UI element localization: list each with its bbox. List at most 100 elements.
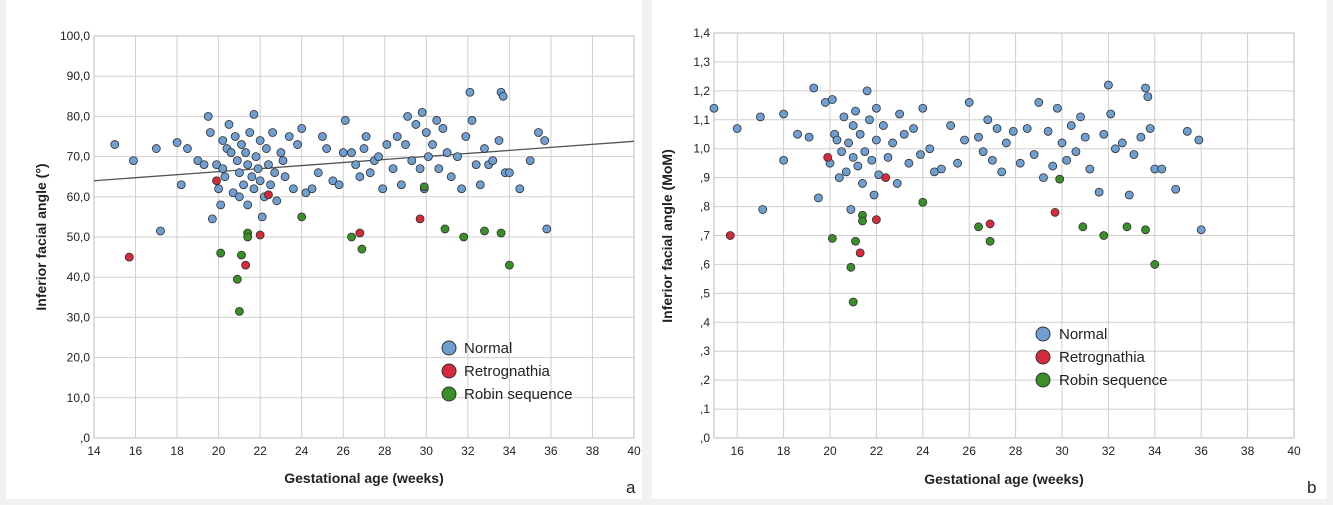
point-normal (257, 212, 267, 222)
point-normal (869, 190, 879, 200)
point-retrognathia (1050, 207, 1060, 217)
x-tick-label: 28 (1009, 444, 1023, 458)
point-normal (245, 128, 255, 137)
point-normal (261, 144, 271, 153)
point-normal (284, 132, 294, 141)
point-normal (361, 132, 371, 141)
point-normal (151, 144, 161, 153)
point-robin-sequence (1141, 225, 1150, 235)
point-robin-sequence (419, 182, 429, 192)
point-normal (421, 128, 431, 137)
point-normal (844, 138, 853, 148)
y-tick-label: 40,0 (67, 270, 91, 284)
point-normal (732, 124, 742, 133)
point-normal (1048, 161, 1058, 171)
y-tick-label: ,4 (700, 315, 710, 329)
panel-label-a: a (626, 478, 636, 497)
point-normal (871, 135, 881, 145)
point-normal (855, 129, 865, 139)
point-retrognathia (415, 214, 425, 224)
point-normal (226, 148, 236, 157)
point-normal (983, 115, 993, 125)
point-normal (964, 98, 974, 107)
point-normal (534, 128, 543, 137)
y-tick-label: 50,0 (67, 230, 91, 244)
point-robin-sequence (1122, 222, 1132, 232)
point-retrognathia (985, 219, 995, 229)
legend-a: Normal Retrognathia Robin sequence (441, 340, 572, 403)
point-normal (110, 140, 120, 149)
point-normal (351, 160, 361, 170)
point-normal (899, 129, 909, 139)
y-tick-label: 90,0 (67, 69, 91, 83)
point-normal (214, 184, 224, 194)
point-normal (1029, 150, 1039, 159)
chart-panel-b: 16 18 20 22 24 26 28 30 32 34 36 38 40 ,0 ,1 ,2 ,3 ,4 ,5 ,6… (652, 0, 1327, 499)
regression-group-a (93, 140, 635, 182)
point-normal (892, 179, 902, 188)
point-normal (871, 103, 881, 113)
point-normal (1136, 132, 1146, 142)
point-normal (243, 200, 253, 210)
point-robin-sequence (974, 222, 983, 232)
point-normal (249, 109, 259, 119)
point-robin-sequence (459, 232, 469, 242)
point-normal (401, 140, 410, 149)
point-normal (542, 224, 552, 234)
ticks-a: 14 16 18 20 22 24 26 28 30 32 34 36 38 40,010,020,030… (60, 29, 641, 458)
x-tick-label: 18 (170, 444, 184, 458)
point-normal (471, 160, 481, 170)
y-tick-label: ,3 (700, 344, 710, 358)
point-normal (272, 196, 282, 206)
legend-marker-robin-b (1035, 372, 1051, 388)
point-robin-sequence (1150, 260, 1160, 269)
point-robin-sequence (504, 260, 514, 270)
point-retrognathia (725, 231, 735, 240)
point-robin-sequence (1055, 174, 1065, 184)
point-normal (1099, 129, 1109, 139)
point-normal (997, 167, 1007, 177)
x-tick-label: 40 (627, 444, 641, 458)
point-normal (453, 152, 462, 162)
y-tick-label: ,8 (700, 200, 710, 214)
points-b (709, 80, 1206, 307)
legend-marker-normal-b (1035, 326, 1051, 342)
point-normal (848, 152, 858, 162)
point-normal (278, 156, 288, 166)
point-robin-sequence (827, 233, 837, 243)
point-normal (1057, 138, 1067, 148)
point-robin-sequence (216, 248, 226, 258)
point-normal (916, 150, 925, 159)
point-retrognathia (881, 173, 891, 183)
point-normal (978, 147, 988, 157)
point-normal (239, 180, 248, 190)
x-tick-label: 24 (916, 444, 930, 458)
y-tick-label: 20,0 (67, 351, 91, 365)
x-tick-label: 34 (1148, 444, 1162, 458)
point-robin-sequence (480, 226, 489, 236)
y-tick-label: ,1 (700, 402, 710, 416)
point-normal (428, 140, 437, 149)
point-retrognathia (124, 252, 134, 262)
point-normal (234, 168, 244, 178)
grid-a (93, 35, 635, 439)
point-normal (193, 156, 203, 166)
point-normal (417, 107, 427, 117)
x-tick-label: 22 (253, 444, 267, 458)
point-normal (255, 176, 265, 186)
point-normal (895, 109, 905, 119)
point-normal (1141, 83, 1150, 93)
y-tick-label: 1,2 (693, 84, 710, 98)
point-retrognathia (871, 215, 881, 224)
point-normal (340, 116, 350, 125)
point-normal (1171, 184, 1181, 194)
ticks-b: 16 18 20 22 24 26 28 30 32 34 36 38 40 ,0 ,1 ,2 ,3 ,4 ,5 ,6… (693, 26, 1301, 458)
point-normal (176, 180, 186, 190)
point-normal (1076, 112, 1085, 122)
point-normal (255, 136, 265, 145)
point-normal (205, 128, 215, 137)
x-tick-label: 14 (87, 444, 101, 458)
point-normal (280, 172, 290, 182)
point-normal (878, 121, 888, 130)
y-tick-label: ,0 (700, 431, 710, 445)
